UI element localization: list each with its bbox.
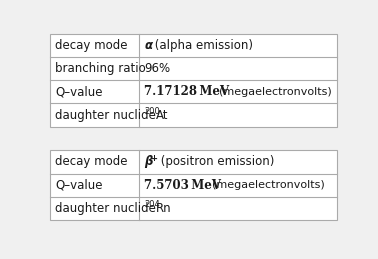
Text: (positron emission): (positron emission)	[157, 155, 274, 169]
Text: daughter nuclide: daughter nuclide	[55, 202, 156, 215]
Text: α: α	[144, 39, 152, 52]
Text: 200: 200	[144, 107, 160, 116]
Text: (alpha emission): (alpha emission)	[151, 39, 253, 52]
Text: Rn: Rn	[156, 202, 172, 215]
Text: (megaelectronvolts): (megaelectronvolts)	[205, 180, 325, 190]
Text: 7.17128 MeV: 7.17128 MeV	[144, 85, 229, 98]
Bar	[50, 34, 337, 127]
Text: decay mode: decay mode	[55, 39, 127, 52]
Text: 7.5703 MeV: 7.5703 MeV	[144, 178, 221, 192]
Text: decay mode: decay mode	[55, 155, 127, 169]
Bar	[50, 150, 337, 220]
Text: Q–value: Q–value	[55, 85, 102, 98]
Text: +: +	[150, 154, 158, 163]
Text: (megaelectronvolts): (megaelectronvolts)	[212, 87, 332, 97]
Text: β: β	[144, 155, 152, 169]
Text: 204: 204	[144, 200, 160, 209]
Text: branching ratio: branching ratio	[55, 62, 146, 75]
Bar	[50, 150, 337, 220]
Text: daughter nuclide: daughter nuclide	[55, 109, 156, 121]
Bar	[50, 34, 337, 127]
Text: 96%: 96%	[144, 62, 170, 75]
Text: At: At	[156, 109, 169, 121]
Text: Q–value: Q–value	[55, 178, 102, 192]
